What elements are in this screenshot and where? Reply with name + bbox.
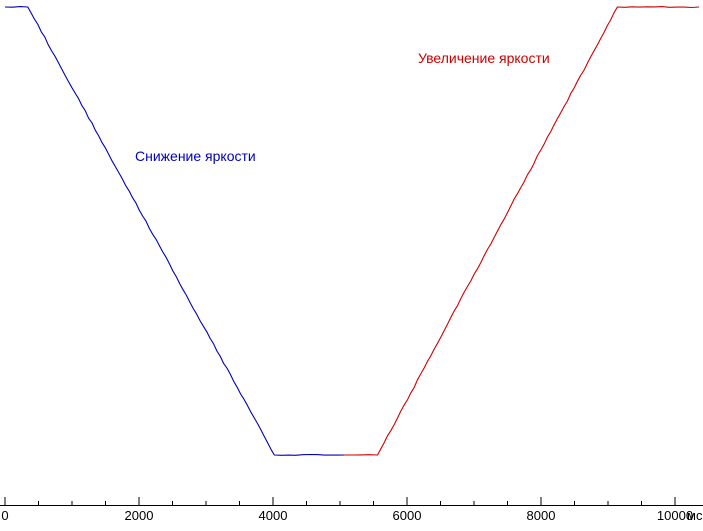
x-tick-label: 0 [1,508,9,523]
x-tick-label: 10000 [656,508,694,523]
series-line-brightness-decrease [4,6,346,456]
x-tick-label: 2000 [124,508,154,523]
x-tick-label: 6000 [392,508,422,523]
series-line-brightness-increase [344,6,700,456]
x-tick-label: 8000 [526,508,556,523]
annotation-brightness-increase: Увеличение яркости [418,50,550,66]
annotation-brightness-decrease: Снижение яркости [135,148,256,164]
x-axis-unit-label: мс [687,508,703,523]
x-tick-label: 4000 [258,508,288,523]
